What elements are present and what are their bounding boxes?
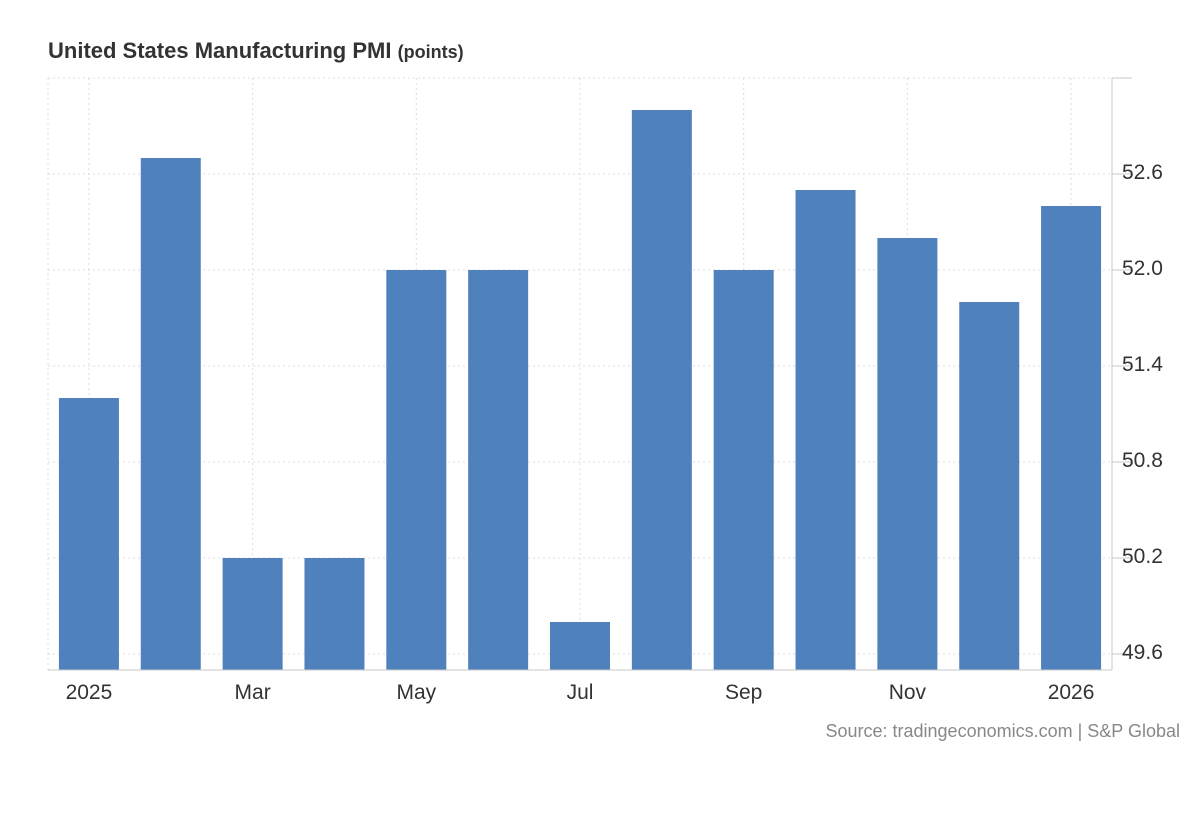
y-tick-label: 50.8	[1122, 449, 1163, 472]
y-tick-label: 52.0	[1122, 257, 1163, 280]
bar-dec-2025[interactable]	[959, 302, 1020, 670]
y-tick-label: 50.2	[1122, 545, 1163, 568]
grid-layer	[47, 77, 1112, 670]
x-tick-label: 2025	[66, 681, 113, 704]
bar-apr-2025[interactable]	[304, 558, 365, 670]
bar-may-2025[interactable]	[386, 270, 447, 670]
y-tick-label: 49.6	[1122, 641, 1163, 664]
bar-sep-2025[interactable]	[713, 270, 774, 670]
bar-oct-2025[interactable]	[795, 190, 856, 670]
x-tick-label: May	[396, 681, 436, 704]
x-tick-label: Nov	[889, 681, 927, 704]
y-tick-label: 52.6	[1122, 161, 1163, 184]
x-tick-label: Jul	[567, 681, 594, 704]
bar-jan-2025[interactable]	[58, 398, 119, 670]
bar-mar-2025[interactable]	[222, 558, 283, 670]
bar-nov-2025[interactable]	[877, 238, 938, 670]
x-tick-label: 2026	[1048, 681, 1095, 704]
x-tick-label: Mar	[235, 681, 271, 704]
bar-feb-2025[interactable]	[140, 158, 201, 670]
chart-title: United States Manufacturing PMI (points)	[48, 38, 464, 64]
y-tick-label: 51.4	[1122, 353, 1163, 376]
bar-aug-2025[interactable]	[631, 110, 692, 670]
bar-jul-2025[interactable]	[550, 622, 610, 670]
chart-unit: (points)	[397, 42, 464, 62]
axis-layer: 49.6 50.2 50.8 51.4 52.0 52.6 2025 Mar May Jul Sep…	[48, 77, 1163, 704]
x-tick-label: Sep	[725, 681, 762, 704]
bar-jan-2026[interactable]	[1041, 206, 1102, 670]
bar-jun-2025[interactable]	[468, 270, 529, 670]
chart-title-text: United States Manufacturing PMI	[48, 38, 392, 63]
bar-layer	[58, 110, 1102, 670]
source-note: Source: tradingeconomics.com | S&P Globa…	[825, 721, 1180, 741]
